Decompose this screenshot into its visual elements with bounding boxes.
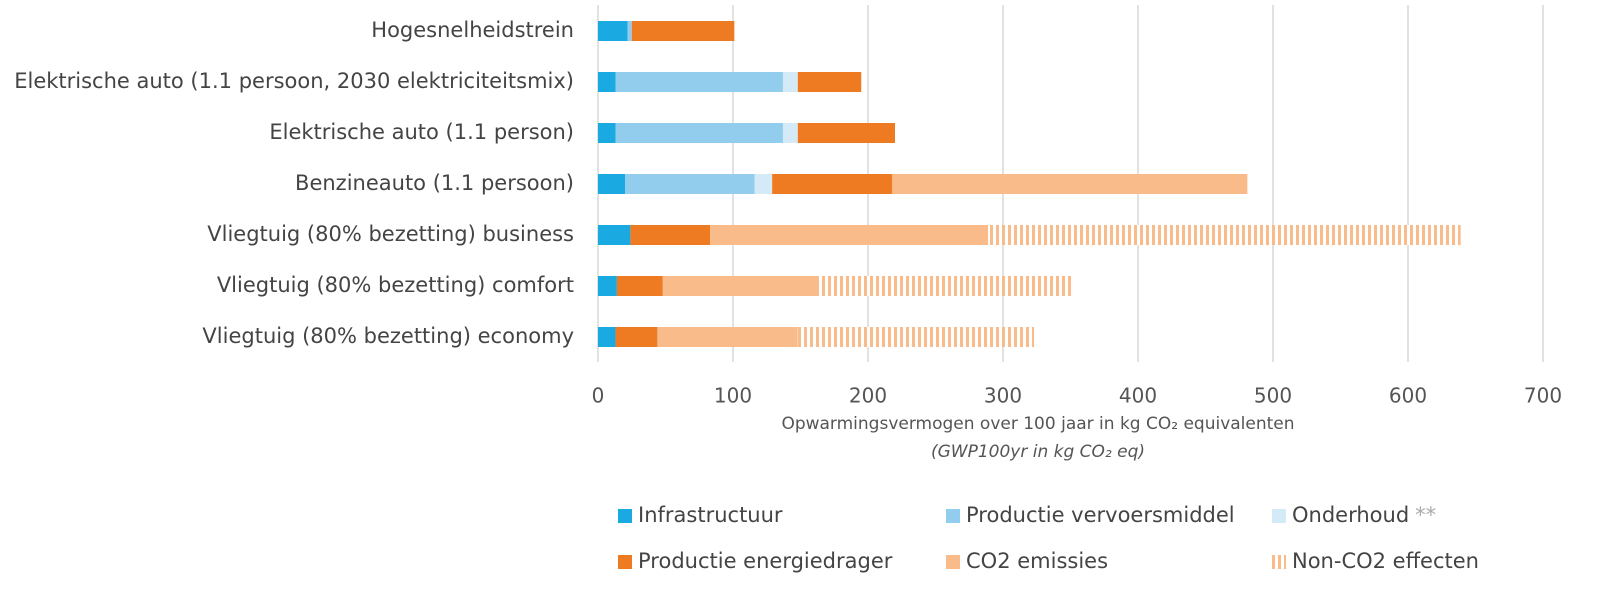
bar-segment xyxy=(797,327,1035,347)
bar-segment xyxy=(988,225,1461,245)
x-tick-label: 600 xyxy=(1389,384,1427,408)
x-tick-label: 100 xyxy=(714,384,752,408)
bar-segment xyxy=(625,174,755,194)
bar-segment xyxy=(615,327,658,347)
bar-segment xyxy=(598,327,616,347)
x-tick-label: 200 xyxy=(849,384,887,408)
legend-label: Non-CO2 effecten xyxy=(1292,549,1479,573)
bar-segment xyxy=(797,123,895,143)
bar-segment xyxy=(616,276,663,296)
legend-label: CO2 emissies xyxy=(966,549,1108,573)
bar-segment xyxy=(598,174,625,194)
bar-segment xyxy=(657,327,798,347)
bar-segment xyxy=(797,72,862,92)
bar-segment xyxy=(615,72,783,92)
bar-segment xyxy=(772,174,893,194)
x-tick-label: 300 xyxy=(984,384,1022,408)
legend-swatch xyxy=(618,509,632,523)
bar-segment xyxy=(615,123,783,143)
category-label: Elektrische auto (1.1 person) xyxy=(269,120,574,144)
legend-swatch xyxy=(1272,555,1286,569)
category-label: Vliegtuig (80% bezetting) economy xyxy=(202,324,574,348)
category-label: Benzineauto (1.1 persoon) xyxy=(295,171,574,195)
bar-segment xyxy=(892,174,1248,194)
category-label: Vliegtuig (80% bezetting) business xyxy=(207,222,574,246)
legend-label: Onderhoud xyxy=(1292,503,1409,527)
x-tick-label: 400 xyxy=(1119,384,1157,408)
x-tick-label: 0 xyxy=(592,384,605,408)
legend-swatch xyxy=(946,509,960,523)
legend-label: Infrastructuur xyxy=(638,503,783,527)
legend-swatch xyxy=(946,555,960,569)
bar-segment xyxy=(598,276,617,296)
bar-segment xyxy=(598,72,616,92)
bar-segment xyxy=(598,123,616,143)
bar-segment xyxy=(598,225,631,245)
x-axis-subtitle: (GWP100yr in kg CO₂ eq) xyxy=(931,442,1145,462)
bar-segment xyxy=(782,123,798,143)
bar-segment xyxy=(662,276,819,296)
x-tick-label: 500 xyxy=(1254,384,1292,408)
legend-label: Productie energiedrager xyxy=(638,549,893,573)
legend-swatch xyxy=(618,555,632,569)
bar-segment xyxy=(630,225,711,245)
legend-note: ** xyxy=(1415,503,1436,527)
bar-segment xyxy=(710,225,989,245)
bar-segment xyxy=(754,174,773,194)
bar-segment xyxy=(782,72,798,92)
bar-segment xyxy=(818,276,1074,296)
x-tick-label: 700 xyxy=(1524,384,1562,408)
bar-segment xyxy=(631,21,735,41)
bar-segment xyxy=(627,21,632,41)
bar-segment xyxy=(598,21,628,41)
category-label: Elektrische auto (1.1 persoon, 2030 elek… xyxy=(14,69,574,93)
x-axis-title: Opwarmingsvermogen over 100 jaar in kg C… xyxy=(781,414,1294,434)
category-label: Vliegtuig (80% bezetting) comfort xyxy=(217,273,574,297)
legend-swatch xyxy=(1272,509,1286,523)
legend-label: Productie vervoersmiddel xyxy=(966,503,1235,527)
category-label: Hogesnelheidstrein xyxy=(371,18,574,42)
